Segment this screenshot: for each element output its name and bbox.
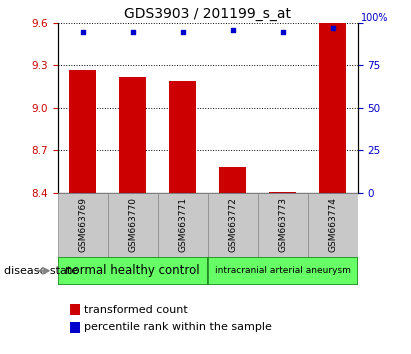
Bar	[208, 257, 358, 285]
Text: GSM663771: GSM663771	[178, 197, 187, 252]
Text: GSM663773: GSM663773	[278, 197, 287, 252]
Bar	[58, 257, 208, 285]
Bar	[208, 193, 258, 257]
Bar	[157, 193, 208, 257]
Point	[179, 29, 186, 34]
Bar	[319, 23, 346, 193]
Bar	[269, 192, 296, 193]
Text: percentile rank within the sample: percentile rank within the sample	[84, 322, 272, 332]
Text: intracranial arterial aneurysm: intracranial arterial aneurysm	[215, 266, 351, 275]
Text: GSM663772: GSM663772	[228, 197, 237, 252]
Text: GSM663770: GSM663770	[128, 197, 137, 252]
Text: GSM663774: GSM663774	[328, 197, 337, 252]
Point	[329, 25, 336, 31]
Text: disease state: disease state	[4, 266, 78, 276]
Bar	[108, 193, 157, 257]
Bar	[307, 193, 358, 257]
Bar	[169, 81, 196, 193]
Point	[229, 27, 236, 33]
Bar	[119, 77, 146, 193]
Bar	[258, 193, 307, 257]
Bar	[69, 70, 96, 193]
Point	[129, 29, 136, 34]
Point	[79, 29, 86, 34]
Text: transformed count: transformed count	[84, 305, 188, 315]
Bar	[70, 322, 80, 333]
Bar	[70, 304, 80, 315]
Bar	[58, 193, 108, 257]
Text: normal healthy control: normal healthy control	[65, 264, 200, 277]
Text: 100%: 100%	[360, 13, 388, 23]
Title: GDS3903 / 201199_s_at: GDS3903 / 201199_s_at	[124, 7, 291, 21]
Text: GSM663769: GSM663769	[78, 197, 87, 252]
Bar	[219, 167, 246, 193]
Point	[279, 29, 286, 34]
